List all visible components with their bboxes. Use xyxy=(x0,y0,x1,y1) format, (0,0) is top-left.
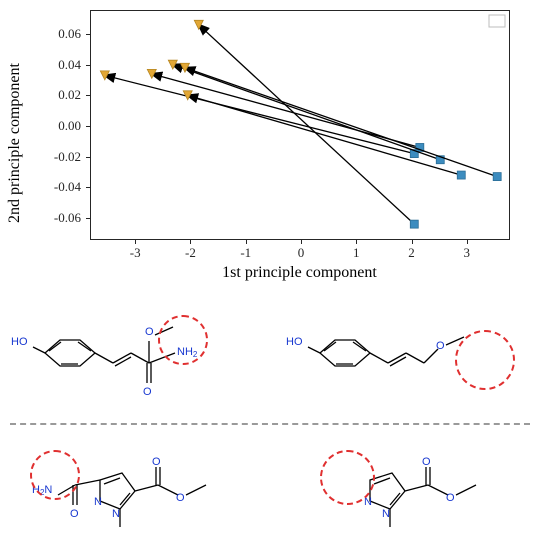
highlight-circle xyxy=(455,330,515,390)
y-tick-label: -0.04 xyxy=(54,179,81,195)
svg-text:O: O xyxy=(145,326,154,338)
svg-text:O: O xyxy=(176,492,185,504)
y-axis-label: 2nd principle component xyxy=(6,63,24,223)
y-tick-label: 0.06 xyxy=(58,26,81,42)
svg-text:HO: HO xyxy=(286,336,303,348)
x-tick-label: -2 xyxy=(185,245,196,261)
molecule-panel: HO O O NH2 HO xyxy=(0,295,540,555)
highlight-circle xyxy=(158,315,208,365)
y-tick-label: -0.06 xyxy=(54,210,81,226)
plot-area: -3-2-10123-0.06-0.04-0.020.000.020.040.0… xyxy=(90,10,510,240)
molecule-row-bottom: H2N O N N O O xyxy=(0,445,540,555)
y-tick-label: 0.02 xyxy=(58,87,81,103)
y-tick-label: 0.04 xyxy=(58,57,81,73)
svg-text:O: O xyxy=(70,508,79,520)
svg-text:N: N xyxy=(94,496,102,508)
pca-scatter-chart: 2nd principle component 1st principle co… xyxy=(30,5,520,280)
highlight-circle xyxy=(320,450,375,505)
svg-text:O: O xyxy=(422,456,431,468)
molecule-separator xyxy=(10,423,530,425)
x-tick-label: -3 xyxy=(130,245,141,261)
svg-text:N: N xyxy=(382,508,390,520)
x-tick-label: 1 xyxy=(353,245,360,261)
x-tick-label: -1 xyxy=(240,245,251,261)
x-axis-label: 1st principle component xyxy=(222,264,377,282)
svg-text:O: O xyxy=(446,492,455,504)
plot-svg xyxy=(91,11,511,241)
y-tick-label: -0.02 xyxy=(54,149,81,165)
molecule-row-top: HO O O NH2 HO xyxy=(0,295,540,405)
x-tick-label: 2 xyxy=(408,245,415,261)
svg-text:HO: HO xyxy=(11,336,28,348)
highlight-circle xyxy=(30,450,80,500)
x-tick-label: 0 xyxy=(298,245,305,261)
svg-text:O: O xyxy=(152,456,161,468)
x-tick-label: 3 xyxy=(464,245,471,261)
svg-text:O: O xyxy=(143,386,152,398)
y-tick-label: 0.00 xyxy=(58,118,81,134)
svg-text:O: O xyxy=(436,340,445,352)
svg-text:N: N xyxy=(112,508,120,520)
